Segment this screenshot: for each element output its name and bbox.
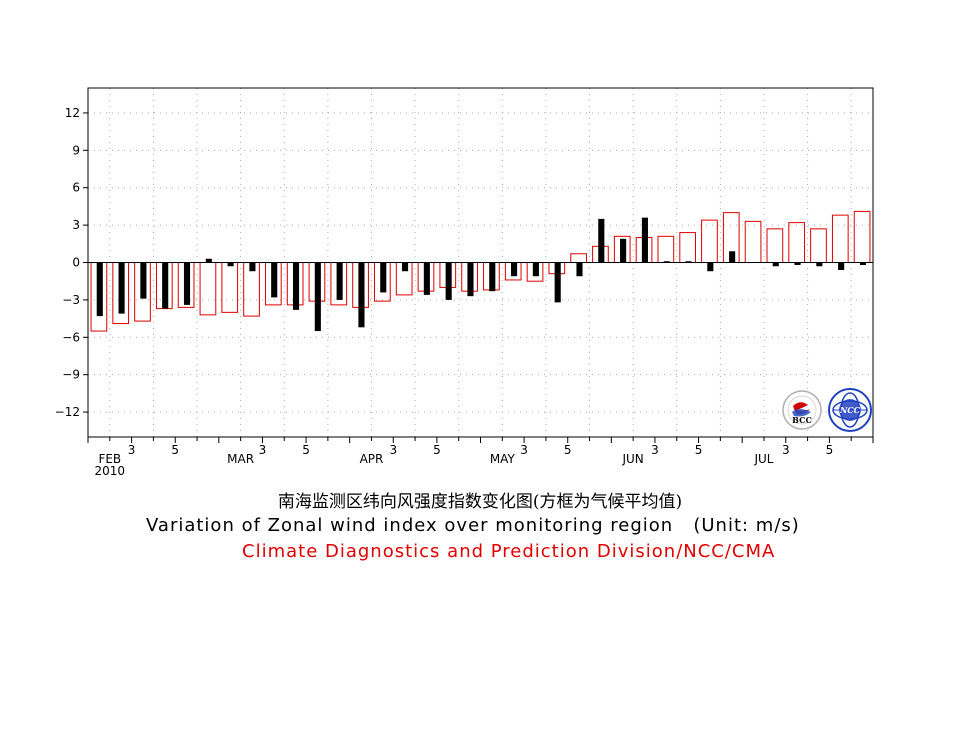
observed-bar (227, 262, 234, 267)
chinese-title: 南海监测区纬向风强度指数变化图(方框为气候平均值) (277, 492, 683, 512)
month-label: APR (360, 452, 384, 466)
ncc-logo: NCC (828, 388, 872, 432)
y-tick-label: 3 (72, 218, 80, 232)
observed-bar (423, 262, 430, 295)
pentad-label: 3 (782, 443, 790, 457)
climatology-bar (810, 228, 827, 264)
pentad-label: 5 (433, 443, 441, 457)
month-label: JUN (621, 452, 643, 466)
pentad-label: 5 (826, 443, 834, 457)
observed-bar (336, 262, 343, 300)
observed-bar (598, 218, 605, 263)
climatology-bar (657, 235, 675, 263)
observed-bar (707, 262, 714, 272)
observed-bar (532, 262, 539, 277)
climatology-bar (199, 262, 217, 316)
observed-bar (183, 262, 191, 305)
observed-bar (271, 262, 278, 298)
bcc-logo-text: BCC (792, 415, 812, 425)
observed-bar (140, 262, 147, 299)
observed-bar (641, 217, 648, 263)
observed-bar (314, 262, 321, 332)
pentad-label: 3 (389, 443, 397, 457)
observed-bar (794, 262, 801, 265)
y-tick-label: 9 (72, 143, 80, 157)
observed-bar (620, 238, 627, 263)
pentad-label: 3 (259, 443, 267, 457)
climatology-bar (679, 232, 697, 263)
pentad-label: 5 (171, 443, 179, 457)
y-tick-label: 12 (65, 106, 80, 120)
observed-bar (576, 262, 583, 277)
pentad-label: 5 (302, 443, 310, 457)
month-label: FEB (98, 452, 121, 466)
y-tick-label: 0 (72, 256, 80, 270)
observed-bar (729, 251, 736, 263)
month-label: MAR (227, 452, 254, 466)
observed-bar (445, 262, 452, 300)
observed-bar (467, 262, 474, 297)
observed-bar (838, 262, 845, 270)
english-title: Variation of Zonal wind index over monit… (146, 515, 800, 536)
observed-bar (162, 262, 169, 309)
observed-bar (663, 261, 670, 263)
climatology-bar (744, 220, 762, 263)
observed-bars (96, 217, 867, 332)
year-label: 2010 (95, 464, 126, 478)
ncc-logo-text: NCC (839, 405, 861, 415)
y-tick-label: −3 (62, 293, 80, 307)
climatology-bar (221, 262, 239, 313)
climatology-bars (90, 210, 871, 332)
observed-bar (816, 262, 823, 267)
observed-bar (358, 262, 365, 328)
observed-bar (118, 262, 125, 314)
observed-bar (511, 262, 518, 277)
observed-bar (859, 262, 867, 265)
pentad-label: 5 (695, 443, 703, 457)
observed-bar (402, 262, 409, 272)
observed-bar (205, 258, 212, 263)
x-axis: FEB 3 5 MAR 3 5 APR 3 5 MAY 3 5 JUN 3 5 JUL 3 5 (87, 437, 874, 466)
observed-bar (292, 262, 300, 310)
climatology-bar (831, 214, 849, 263)
climatology-bar (766, 228, 784, 264)
observed-bar (380, 262, 387, 293)
climatology-bar (701, 219, 718, 263)
observed-bar (249, 262, 256, 272)
pentad-label: 3 (651, 443, 659, 457)
climatology-bar (788, 222, 806, 264)
observed-bar (685, 261, 692, 263)
y-tick-label: −6 (62, 330, 80, 344)
pentad-label: 3 (520, 443, 528, 457)
y-tick-label: −12 (55, 405, 80, 419)
month-label: MAY (490, 452, 516, 466)
pentad-label: 3 (128, 443, 136, 457)
month-label: JUL (753, 452, 773, 466)
observed-bar (96, 262, 103, 317)
credit-line: Climate Diagnostics and Prediction Divis… (242, 541, 776, 562)
climatology-bar (570, 253, 587, 263)
observed-bar (554, 262, 561, 303)
y-tick-label: 6 (72, 181, 80, 195)
climatology-bar (853, 210, 871, 263)
observed-bar (489, 262, 496, 292)
y-tick-label: −9 (62, 368, 80, 382)
pentad-label: 5 (564, 443, 572, 457)
observed-bar (772, 262, 779, 267)
bcc-logo: BCC (782, 390, 822, 430)
y-axis: 12 9 6 3 0 −3 −6 −9 −12 (55, 106, 88, 419)
